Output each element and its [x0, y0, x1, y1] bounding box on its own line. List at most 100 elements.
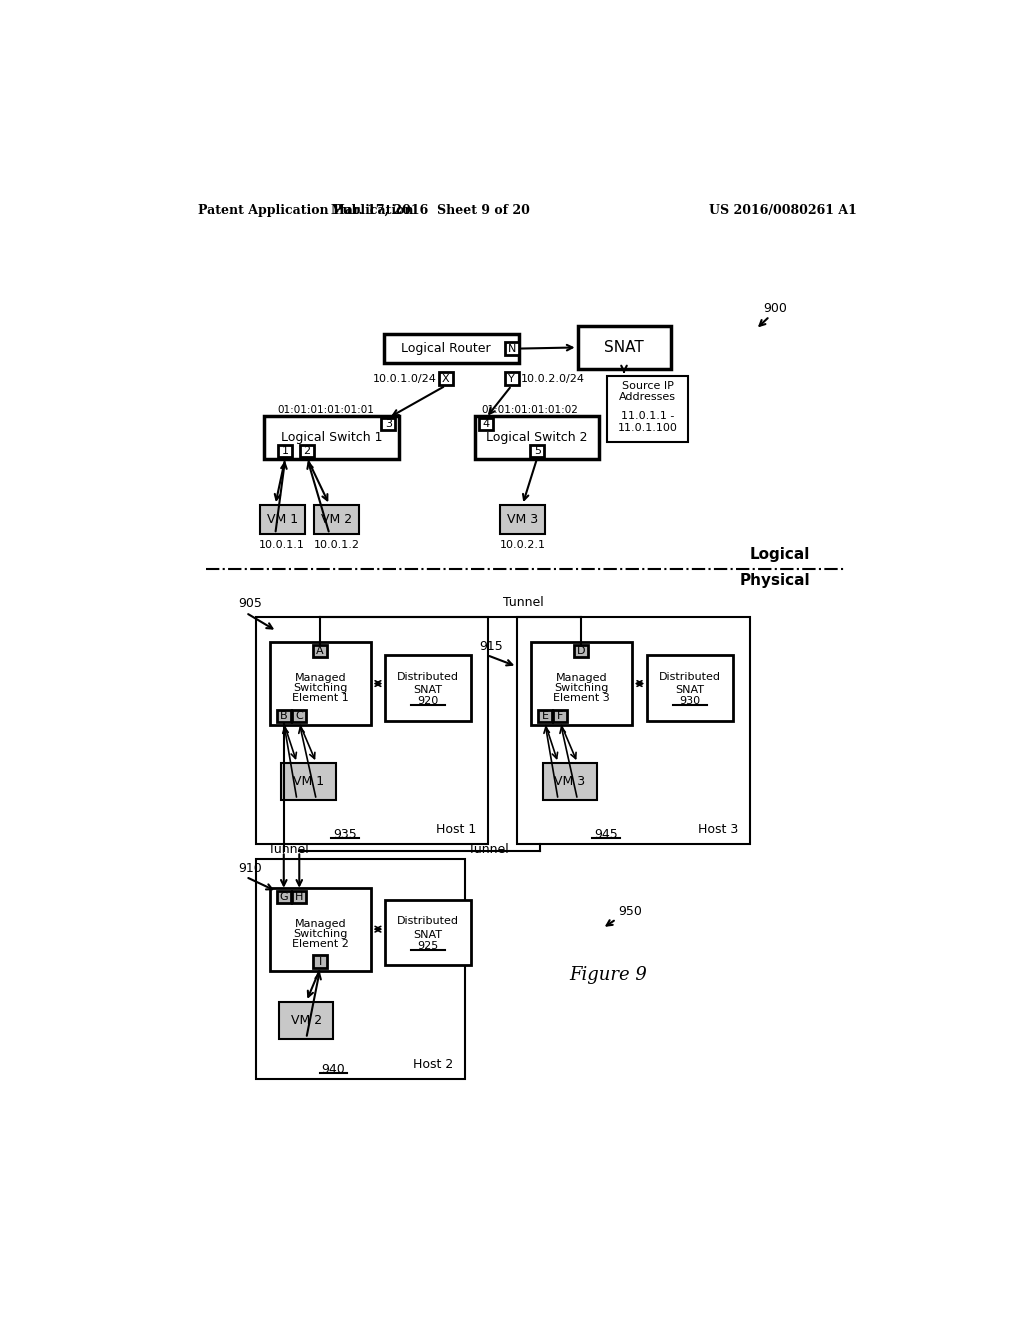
Text: 11.0.1.100: 11.0.1.100	[617, 422, 678, 433]
Text: 1: 1	[282, 446, 289, 455]
Text: Switching: Switching	[293, 929, 347, 939]
Text: Logical: Logical	[750, 548, 810, 562]
Text: Mar. 17, 2016  Sheet 9 of 20: Mar. 17, 2016 Sheet 9 of 20	[331, 205, 529, 218]
Text: Distributed: Distributed	[397, 916, 459, 927]
Bar	[607, 376, 688, 442]
Text: E: E	[542, 711, 549, 721]
Bar	[276, 710, 291, 722]
Text: 905: 905	[238, 597, 262, 610]
Text: N: N	[508, 343, 516, 354]
Text: VM 3: VM 3	[554, 775, 586, 788]
Text: SNAT: SNAT	[604, 341, 644, 355]
Bar	[260, 506, 305, 535]
Bar	[313, 645, 328, 657]
Bar	[300, 445, 314, 457]
Bar	[292, 891, 306, 903]
Bar	[574, 645, 589, 657]
Text: B: B	[280, 711, 288, 721]
Text: Source IP: Source IP	[622, 381, 674, 391]
Bar	[270, 642, 371, 725]
Text: Managed: Managed	[294, 673, 346, 684]
Text: Distributed: Distributed	[658, 672, 721, 681]
Text: Figure 9: Figure 9	[569, 966, 647, 983]
Bar	[292, 710, 306, 722]
Bar	[479, 418, 493, 430]
Text: 930: 930	[679, 696, 700, 706]
Text: 925: 925	[418, 941, 438, 952]
Text: G: G	[280, 892, 288, 902]
Text: Patent Application Publication: Patent Application Publication	[198, 205, 414, 218]
Text: SNAT: SNAT	[414, 929, 442, 940]
Bar	[517, 616, 750, 843]
Text: 915: 915	[479, 640, 503, 653]
Text: SNAT: SNAT	[414, 685, 442, 694]
Text: C: C	[295, 711, 303, 721]
Text: Host 2: Host 2	[414, 1059, 454, 1072]
Bar	[256, 859, 465, 1078]
Text: Switching: Switching	[554, 684, 608, 693]
Text: 10.0.1.2: 10.0.1.2	[313, 540, 359, 550]
Bar	[578, 326, 671, 368]
Bar	[554, 710, 567, 722]
Bar	[263, 416, 399, 459]
Text: 950: 950	[617, 906, 642, 917]
Text: 945: 945	[594, 828, 618, 841]
Bar	[314, 506, 359, 535]
Bar	[530, 445, 544, 457]
Text: D: D	[578, 647, 586, 656]
Text: Tunnel: Tunnel	[268, 842, 309, 855]
Text: VM 1: VM 1	[266, 513, 298, 527]
Text: Logical Router: Logical Router	[401, 342, 490, 355]
Text: VM 3: VM 3	[507, 513, 538, 527]
Text: Managed: Managed	[294, 919, 346, 929]
Bar	[475, 416, 599, 459]
Text: H: H	[295, 892, 303, 902]
Text: 935: 935	[333, 828, 357, 841]
Text: Element 2: Element 2	[292, 939, 348, 949]
Text: 5: 5	[534, 446, 541, 455]
Text: 900: 900	[764, 302, 787, 315]
Text: Distributed: Distributed	[397, 672, 459, 681]
Text: Logical Switch 1: Logical Switch 1	[281, 432, 382, 444]
Text: 10.0.2.1: 10.0.2.1	[500, 540, 546, 550]
Text: VM 2: VM 2	[321, 513, 352, 527]
Bar	[500, 506, 545, 535]
Text: Addresses: Addresses	[620, 392, 676, 403]
Bar	[282, 763, 336, 800]
Text: 10.0.1.1: 10.0.1.1	[259, 540, 305, 550]
Text: Host 1: Host 1	[436, 824, 477, 837]
Text: 910: 910	[238, 862, 262, 875]
Text: Tunnel: Tunnel	[468, 842, 509, 855]
Text: 2: 2	[303, 446, 310, 455]
Text: 920: 920	[418, 696, 438, 706]
Bar	[385, 900, 471, 965]
Text: 01:01:01:01:01:02: 01:01:01:01:01:02	[481, 405, 578, 416]
Text: Element 3: Element 3	[553, 693, 609, 704]
Bar	[381, 418, 395, 430]
Bar	[256, 616, 488, 843]
Text: F: F	[557, 711, 563, 721]
Text: Logical Switch 2: Logical Switch 2	[486, 432, 588, 444]
Text: 10.0.1.0/24: 10.0.1.0/24	[373, 374, 436, 384]
Text: A: A	[316, 647, 324, 656]
Bar	[279, 445, 292, 457]
Text: 11.0.1.1 -: 11.0.1.1 -	[621, 412, 675, 421]
Bar	[505, 342, 518, 355]
Text: 01:01:01:01:01:01: 01:01:01:01:01:01	[278, 405, 374, 416]
Text: Element 1: Element 1	[292, 693, 348, 704]
Text: 10.0.2.0/24: 10.0.2.0/24	[521, 374, 585, 384]
Text: US 2016/0080261 A1: US 2016/0080261 A1	[709, 205, 856, 218]
Bar	[276, 891, 291, 903]
Bar	[531, 642, 632, 725]
Text: 3: 3	[385, 418, 392, 429]
Text: Host 3: Host 3	[697, 824, 738, 837]
Text: 4: 4	[482, 418, 489, 429]
Text: VM 2: VM 2	[291, 1014, 322, 1027]
Text: X: X	[442, 374, 450, 384]
Bar	[505, 372, 518, 385]
Bar	[385, 655, 471, 721]
Bar	[438, 372, 453, 385]
Bar	[280, 1002, 334, 1039]
Text: I: I	[318, 957, 322, 966]
Text: SNAT: SNAT	[676, 685, 705, 694]
